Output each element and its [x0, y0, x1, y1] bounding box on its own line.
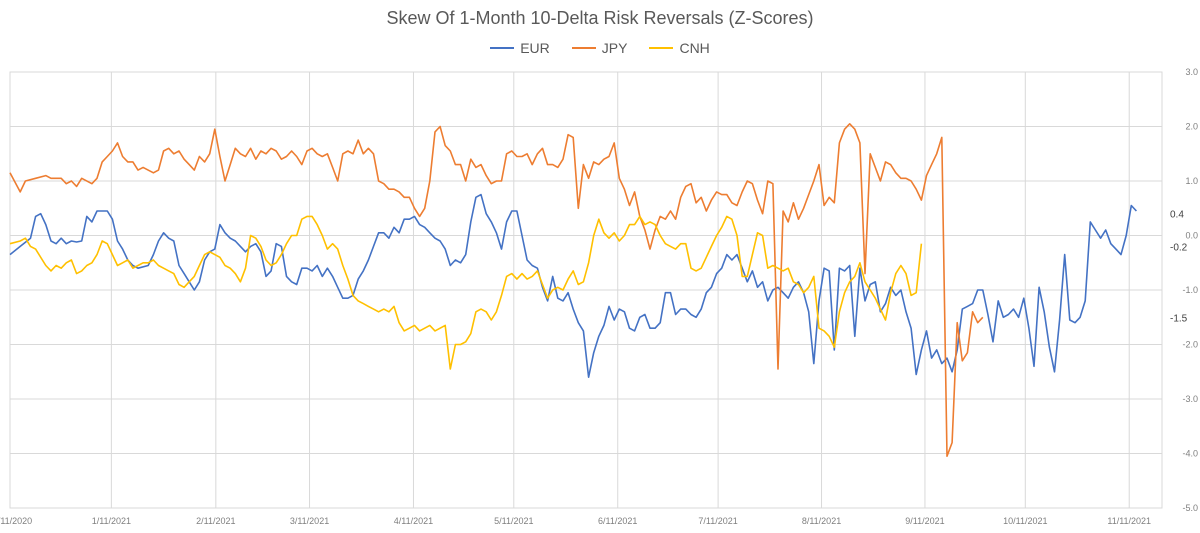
- x-tick-label: 9/11/2021: [905, 516, 944, 526]
- x-tick-label: 4/11/2021: [394, 516, 433, 526]
- chart-legend: EUR JPY CNH: [0, 40, 1200, 56]
- x-tick-label: 7/11/2021: [698, 516, 737, 526]
- y-tick-label: -4.0: [1182, 449, 1198, 459]
- x-tick-label: 1/11/2021: [92, 516, 131, 526]
- legend-label-cnh: CNH: [679, 40, 710, 56]
- y-tick-label: 3.0: [1185, 67, 1198, 77]
- y-tick-label: -5.0: [1182, 503, 1198, 513]
- y-tick-label: 0.0: [1185, 231, 1198, 241]
- chart-title: Skew Of 1-Month 10-Delta Risk Reversals …: [386, 8, 814, 28]
- y-tick-label: 2.0: [1185, 122, 1198, 132]
- legend-swatch-eur: [490, 47, 515, 49]
- x-tick-label: 10/11/2021: [1003, 516, 1047, 526]
- y-tick-label: -1.0: [1182, 285, 1198, 295]
- last-value-label: -1.5: [1170, 313, 1188, 324]
- x-tick-label: 11/11/2021: [1107, 516, 1151, 526]
- legend-label-jpy: JPY: [601, 40, 628, 56]
- legend-swatch-jpy: [571, 47, 596, 49]
- x-tick-label: 5/11/2021: [494, 516, 533, 526]
- last-value-label: 0.4: [1170, 210, 1184, 221]
- legend-swatch-cnh: [649, 47, 674, 49]
- x-tick-label: 6/11/2021: [598, 516, 637, 526]
- series-line-eur: [9, 193, 1137, 378]
- x-tick-label: 12/11/2020: [0, 516, 32, 526]
- x-tick-label: 2/11/2021: [196, 516, 235, 526]
- x-tick-label: 8/11/2021: [802, 516, 841, 526]
- series-line-cnh: [9, 215, 923, 370]
- y-tick-label: 1.0: [1185, 176, 1198, 186]
- legend-item-eur: EUR: [490, 40, 550, 56]
- y-tick-label: -2.0: [1182, 340, 1198, 350]
- last-value-label: -0.2: [1170, 242, 1188, 253]
- legend-item-jpy: JPY: [571, 40, 628, 56]
- x-tick-label: 3/11/2021: [290, 516, 329, 526]
- series-line-jpy: [9, 123, 984, 457]
- legend-label-eur: EUR: [520, 40, 550, 56]
- y-tick-label: -3.0: [1182, 394, 1198, 404]
- legend-item-cnh: CNH: [649, 40, 710, 56]
